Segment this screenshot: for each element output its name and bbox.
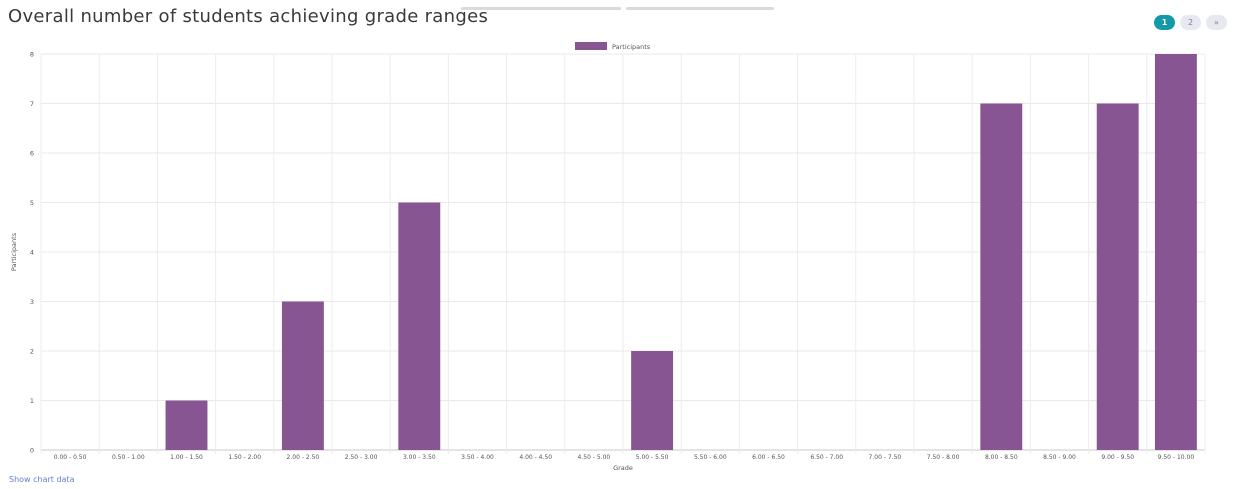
x-tick-label: 5.00 - 5.50 <box>636 454 669 461</box>
chart-svg: 0 1 2 3 4 5 6 7 8 0.00 - 0.50 0.50 - 1.00 1.00 - 1.… <box>10 42 1206 472</box>
x-tick-label: 0.00 - 0.50 <box>54 454 87 461</box>
page-title: Overall number of students achieving gra… <box>8 6 489 27</box>
page-button-2[interactable]: 2 <box>1180 15 1201 30</box>
x-tick-label: 0.50 - 1.00 <box>112 454 145 461</box>
next-page-button[interactable]: » <box>1206 15 1227 30</box>
y-tick-label: 5 <box>30 199 34 207</box>
y-tick-label: 7 <box>30 100 34 108</box>
legend-swatch <box>575 42 607 50</box>
top-scroll-indicator <box>626 7 774 10</box>
x-tick-label: 8.00 - 8.50 <box>985 454 1018 461</box>
bar-1-00-1-50 <box>165 400 208 450</box>
grade-distribution-chart: 0 1 2 3 4 5 6 7 8 0.00 - 0.50 0.50 - 1.00 1.00 - 1.… <box>0 36 1233 476</box>
y-tick-label: 8 <box>30 51 34 59</box>
x-tick-label: 7.00 - 7.50 <box>869 454 902 461</box>
bar-8-00-8-50 <box>980 103 1023 450</box>
x-tick-label: 2.50 - 3.00 <box>345 454 378 461</box>
x-tick-label: 6.50 - 7.00 <box>810 454 843 461</box>
bar-3-00-3-50 <box>398 202 441 450</box>
x-tick-label: 4.50 - 5.00 <box>578 454 611 461</box>
bar-5-00-5-50 <box>631 351 674 450</box>
x-tick-label: 1.50 - 2.00 <box>228 454 261 461</box>
show-chart-data-link[interactable]: Show chart data <box>9 475 75 484</box>
x-axis-label: Grade <box>613 464 633 472</box>
x-tick-label: 3.50 - 4.00 <box>461 454 494 461</box>
x-tick-label: 6.00 - 6.50 <box>752 454 785 461</box>
y-tick-label: 3 <box>30 298 34 306</box>
y-tick-label: 1 <box>30 397 34 405</box>
y-tick-label: 2 <box>30 348 34 356</box>
x-tick-label: 7.50 - 8.00 <box>927 454 960 461</box>
y-axis-label: Participants <box>10 232 18 271</box>
x-tick-label: 5.50 - 6.00 <box>694 454 727 461</box>
x-tick-label: 2.00 - 2.50 <box>287 454 320 461</box>
legend-label: Participants <box>612 43 651 51</box>
top-scroll-indicator <box>461 7 621 10</box>
x-tick-label: 9.50 - 10.00 <box>1158 454 1195 461</box>
x-tick-label: 8.50 - 9.00 <box>1043 454 1076 461</box>
y-tick-label: 6 <box>30 150 34 158</box>
x-tick-label: 1.00 - 1.50 <box>170 454 203 461</box>
pagination: 1 2 » <box>1154 15 1227 30</box>
y-tick-label: 0 <box>30 447 34 455</box>
page-button-1[interactable]: 1 <box>1154 15 1175 30</box>
x-tick-label: 4.00 - 4.50 <box>519 454 552 461</box>
bar-9-50-10-00 <box>1154 54 1197 450</box>
bar-2-00-2-50 <box>281 301 324 450</box>
bar-9-00-9-50 <box>1096 103 1139 450</box>
y-tick-label: 4 <box>30 249 34 257</box>
x-tick-label: 3.00 - 3.50 <box>403 454 436 461</box>
x-tick-label: 9.00 - 9.50 <box>1101 454 1134 461</box>
